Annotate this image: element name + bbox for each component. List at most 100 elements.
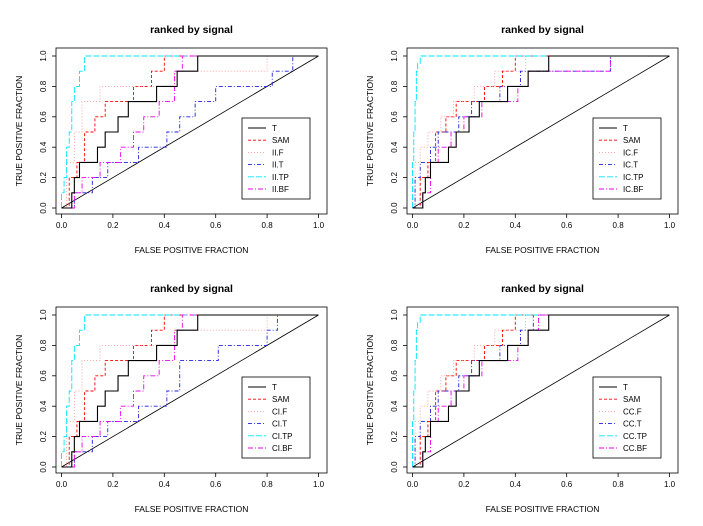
x-tick-label: 0.0 xyxy=(407,480,419,489)
y-tick-label: 0.8 xyxy=(39,339,48,351)
x-tick-label: 0.6 xyxy=(561,480,573,489)
y-tick-label: 1.0 xyxy=(390,309,399,321)
x-tick-label: 0.6 xyxy=(561,221,573,230)
x-tick-label: 1.0 xyxy=(664,221,676,230)
series-line-ii-tp xyxy=(61,55,319,208)
y-tick-label: 1.0 xyxy=(390,50,399,62)
y-tick-label: 0.6 xyxy=(39,111,48,123)
diagonal-reference-line xyxy=(412,314,670,468)
legend-label: T xyxy=(272,383,277,392)
legend-label: CC.TP xyxy=(623,432,647,441)
x-tick-label: 0.8 xyxy=(262,480,274,489)
x-tick-label: 1.0 xyxy=(664,480,676,489)
roc-panel-4: ranked by signal 0.0 0.2 0.4 0.6 0.8 1.0 0.0 0.2… xyxy=(365,283,679,514)
x-tick-label: 0.6 xyxy=(210,480,222,489)
y-tick-label: 0.6 xyxy=(39,370,48,382)
legend-label: SAM xyxy=(623,395,641,404)
legend: T SAM CC.F CC.T CC.TP CC.BF xyxy=(592,376,662,459)
x-axis-label: FALSE POSITIVE FRACTION xyxy=(486,504,600,514)
diagonal-reference-line xyxy=(61,314,319,468)
x-tick-label: 0.2 xyxy=(107,221,119,230)
diagonal-reference-line xyxy=(412,55,670,209)
series-line-cc-t xyxy=(412,314,670,468)
diagonal-reference-line xyxy=(61,55,319,209)
y-axis-label: TRUE POSITIVE FRACTION xyxy=(365,76,375,187)
series-line-t xyxy=(412,55,670,209)
chart-title: ranked by signal xyxy=(150,283,233,295)
x-tick-label: 0.0 xyxy=(56,480,68,489)
roc-panel-2: ranked by signal 0.0 0.2 0.4 0.6 0.8 1.0 0.0 0.2… xyxy=(365,24,679,255)
legend-label: CI.TP xyxy=(272,432,292,441)
x-tick-label: 0.6 xyxy=(210,221,222,230)
legend-label: CI.BF xyxy=(272,444,293,453)
legend-label: CI.F xyxy=(272,407,287,416)
legend-box xyxy=(241,117,311,200)
legend-label: CI.T xyxy=(272,420,287,429)
x-axis-label: FALSE POSITIVE FRACTION xyxy=(135,245,249,255)
series-line-t xyxy=(412,314,670,468)
series-line-sam xyxy=(61,314,319,468)
y-tick-label: 0.2 xyxy=(390,430,399,442)
legend-box xyxy=(592,376,662,459)
legend-label: II.TP xyxy=(272,173,289,182)
series-line-ci-f xyxy=(61,314,319,468)
legend-box xyxy=(592,117,662,200)
series-line-ic-t xyxy=(412,55,670,209)
plot-frame xyxy=(406,306,679,474)
y-tick-label: 1.0 xyxy=(39,50,48,62)
y-tick-label: 1.0 xyxy=(39,309,48,321)
series-line-sam xyxy=(61,55,319,209)
legend-label: T xyxy=(272,124,277,133)
x-tick-label: 0.4 xyxy=(159,480,171,489)
y-tick-label: 0.8 xyxy=(390,339,399,351)
series-line-ci-t xyxy=(61,314,319,468)
plot-frame xyxy=(406,47,679,215)
chart-title: ranked by signal xyxy=(150,24,233,36)
x-tick-label: 0.8 xyxy=(613,480,625,489)
series-line-t xyxy=(61,55,319,209)
series-line-ci-tp xyxy=(61,314,319,467)
x-tick-label: 0.4 xyxy=(159,221,171,230)
plot-frame xyxy=(55,306,328,474)
x-axis-label: FALSE POSITIVE FRACTION xyxy=(486,245,600,255)
y-tick-label: 0.2 xyxy=(39,430,48,442)
legend: T SAM IC.F IC.T IC.TP IC.BF xyxy=(592,117,662,200)
legend-label: CC.T xyxy=(623,420,642,429)
legend: T SAM CI.F CI.T CI.TP CI.BF xyxy=(241,376,311,459)
y-tick-label: 0.4 xyxy=(390,141,399,153)
roc-panel-3: ranked by signal 0.0 0.2 0.4 0.6 0.8 1.0 0.0 0.2… xyxy=(14,283,328,514)
y-tick-label: 0.4 xyxy=(39,141,48,153)
legend-label: T xyxy=(623,124,628,133)
series-line-ic-tp xyxy=(412,55,670,208)
series-line-t xyxy=(61,314,319,468)
legend-label: IC.T xyxy=(623,161,638,170)
legend: T SAM II.F II.T II.TP II.BF xyxy=(241,117,311,200)
y-tick-label: 0.2 xyxy=(390,171,399,183)
legend-label: IC.BF xyxy=(623,185,644,194)
y-tick-label: 0.4 xyxy=(390,400,399,412)
x-tick-label: 0.4 xyxy=(510,221,522,230)
x-tick-label: 0.0 xyxy=(56,221,68,230)
y-tick-label: 0.0 xyxy=(390,202,399,214)
series-line-ii-bf xyxy=(61,55,319,209)
series-line-ii-f xyxy=(61,55,319,209)
series-line-ci-bf xyxy=(61,314,319,468)
x-tick-label: 0.8 xyxy=(613,221,625,230)
legend-label: II.F xyxy=(272,148,284,157)
y-axis-label: TRUE POSITIVE FRACTION xyxy=(14,76,24,187)
legend-label: II.BF xyxy=(272,185,289,194)
plot-frame xyxy=(55,47,328,215)
x-tick-label: 0.8 xyxy=(262,221,274,230)
series-line-cc-tp xyxy=(412,314,670,467)
legend-label: IC.TP xyxy=(623,173,643,182)
y-tick-label: 0.6 xyxy=(390,370,399,382)
legend-label: IC.F xyxy=(623,148,638,157)
x-axis-label: FALSE POSITIVE FRACTION xyxy=(135,504,249,514)
x-tick-label: 0.2 xyxy=(107,480,119,489)
series-line-ii-t xyxy=(61,55,319,209)
x-tick-label: 0.2 xyxy=(458,221,470,230)
legend-label: SAM xyxy=(272,136,290,145)
y-tick-label: 0.0 xyxy=(39,461,48,473)
y-tick-label: 0.8 xyxy=(390,80,399,92)
